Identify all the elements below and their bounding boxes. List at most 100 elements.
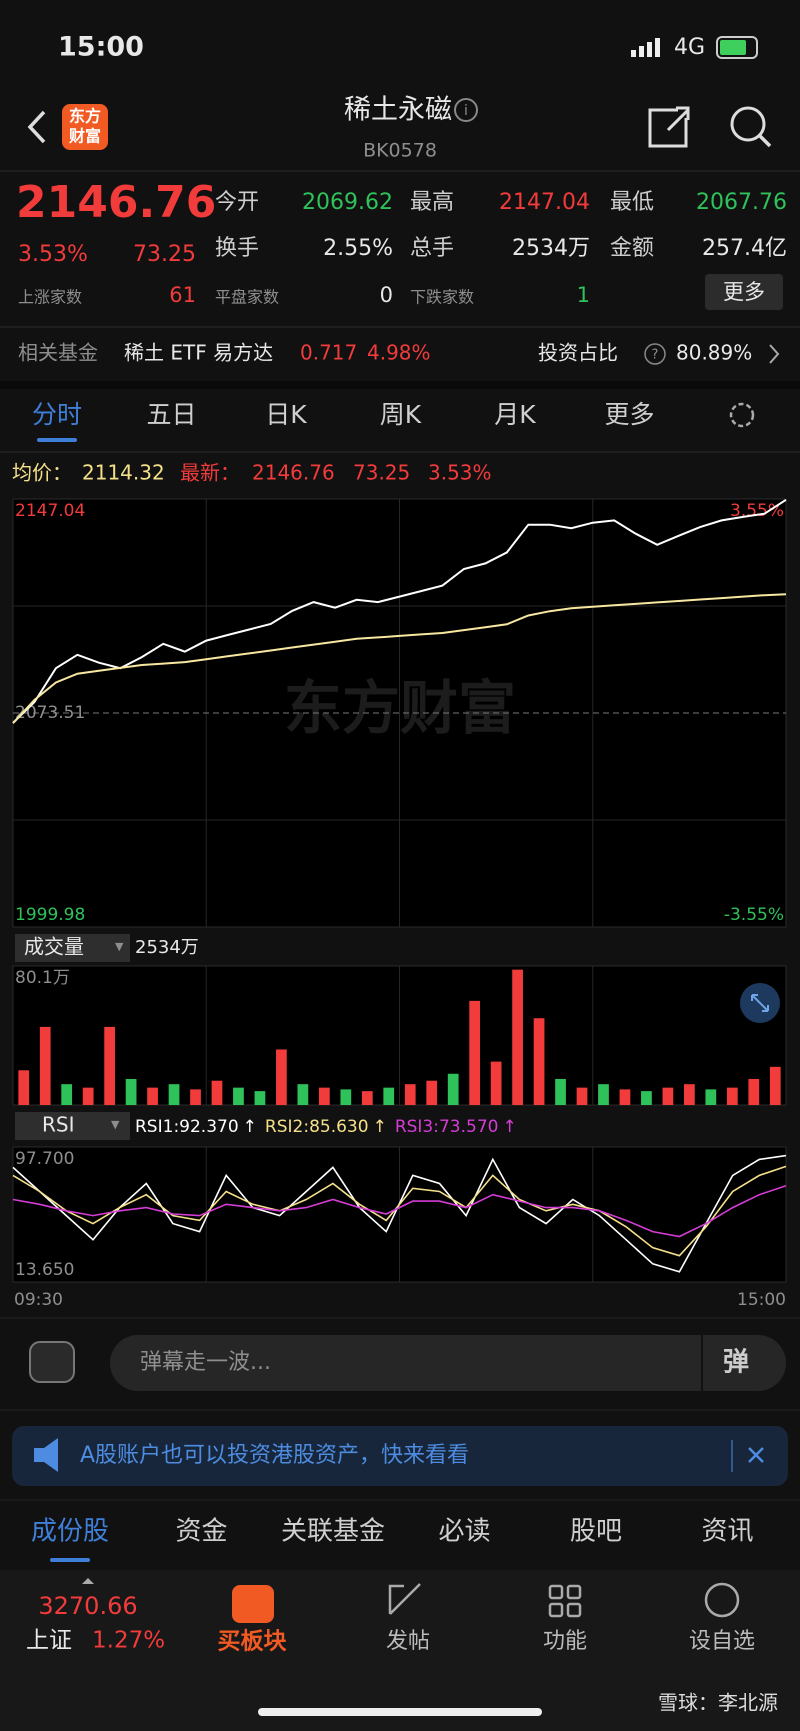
chart-tab[interactable]: 五日 (146, 400, 196, 429)
change: 73.25 (133, 242, 196, 267)
info-icon[interactable] (454, 98, 478, 122)
chart-tab[interactable]: 周K (380, 400, 422, 429)
latest-value: 2146.76 (252, 461, 335, 485)
chart-tab[interactable]: 月K (494, 400, 536, 429)
megaphone-icon (34, 1438, 58, 1472)
gap (0, 381, 800, 389)
volume-bar (641, 1091, 652, 1105)
nav-item[interactable]: 设自选 (689, 1629, 755, 1654)
volume-bar (276, 1049, 287, 1105)
stat-label: 最高 (410, 190, 454, 215)
latest-label: 最新： (180, 461, 240, 485)
ratio-label: 投资占比 (538, 341, 618, 365)
back-button[interactable] (27, 110, 46, 144)
search-button[interactable] (730, 106, 766, 142)
fund-name: 稀土 ETF 易方达 (124, 341, 273, 365)
stats: 今开 2069.62 最高 2147.04 最低 2067.76 换手 2.55% 总手 2534… (18, 190, 787, 307)
app-logo (62, 104, 108, 150)
chart-tab[interactable]: 日K (265, 400, 307, 429)
volume-bar (104, 1026, 115, 1105)
ratio: 80.89% (676, 341, 752, 365)
section-tab[interactable]: 资讯 (701, 1517, 753, 1547)
rsi-legend: RSI1:92.370 ↑ RSI2:85.630 ↑ RSI3:73.570 ↑ (135, 1117, 517, 1137)
expand-icon (751, 994, 769, 1012)
stat-label: 金额 (610, 236, 654, 261)
volume-bar (662, 1087, 674, 1105)
info-glyph: i (464, 103, 468, 119)
volume-bar (447, 1073, 459, 1105)
volume-bar (18, 1070, 30, 1105)
volume-bar (297, 1084, 309, 1105)
settings-button[interactable] (729, 402, 755, 428)
logo-text: 财富 (68, 127, 101, 146)
stat-label: 总手 (410, 236, 454, 261)
nav-item[interactable]: 发帖 (386, 1629, 430, 1654)
breadth-value: 0 (380, 283, 393, 307)
banner-close[interactable] (748, 1447, 764, 1463)
fund-label: 相关基金 (18, 341, 98, 365)
banner[interactable] (12, 1426, 788, 1486)
stat-value: 2069.62 (302, 190, 393, 215)
section-tab[interactable]: 关联基金 (281, 1517, 385, 1547)
index-change: 1.27% (92, 1628, 165, 1654)
rsi-arrow: ↑ (502, 1117, 516, 1137)
breadth-value: 1 (577, 283, 590, 307)
rsi-arrow: ↑ (373, 1117, 387, 1137)
index-value[interactable]: 3270.66 (38, 1592, 137, 1620)
dropdown-arrow: ▼ (115, 940, 124, 953)
fund-price: 0.717 (300, 341, 357, 365)
volume-bar (769, 1066, 781, 1105)
search-handle (758, 134, 772, 148)
y-tick-label: 13.650 (15, 1260, 74, 1280)
volume-bar (190, 1089, 201, 1105)
rsi-value: 92.370 (179, 1117, 238, 1137)
breadth-label: 下跌家数 (410, 288, 474, 307)
volume-bar (340, 1089, 352, 1105)
latest-change-pct: 3.53% (428, 461, 492, 485)
page-title: 稀土永磁 (344, 95, 452, 126)
y-tick-label: 97.700 (15, 1149, 74, 1169)
rsi-name: RSI2 (265, 1117, 303, 1137)
change-pct: 3.53% (18, 242, 88, 267)
price: 2146.76 (16, 177, 216, 228)
chart-tab[interactable]: 分时 (32, 400, 82, 429)
watermark: 雪球：李北源 (658, 1691, 778, 1715)
signal-icon (631, 38, 660, 57)
danmaku-toggle[interactable] (29, 1341, 75, 1383)
chart-tab[interactable]: 更多 (604, 400, 654, 429)
comment-input[interactable] (110, 1335, 786, 1391)
stat-value: 2.55% (323, 236, 393, 261)
share-button[interactable] (648, 106, 690, 148)
section-tab[interactable]: 股吧 (570, 1517, 622, 1547)
section-tab[interactable]: 必读 (438, 1517, 490, 1547)
series-line (12, 1185, 787, 1238)
fund-change: 4.98% (367, 341, 431, 365)
volume-selector[interactable] (15, 934, 130, 962)
dropdown-arrow: ▼ (111, 1118, 120, 1131)
stat-value: 2067.76 (696, 190, 787, 215)
volume-bar (61, 1084, 73, 1105)
volume-total: 2534万 (135, 937, 199, 958)
section-tab[interactable]: 资金 (175, 1517, 227, 1547)
volume-bar (705, 1089, 717, 1105)
help-icon[interactable] (644, 343, 666, 365)
series-line (12, 1165, 787, 1257)
tab-indicator (37, 438, 77, 442)
logo-text: 东方 (69, 107, 101, 126)
danmaku-button[interactable]: 弹 (723, 1348, 749, 1378)
stat-label: 最低 (610, 190, 654, 215)
nav-item[interactable]: 买板块 (218, 1629, 287, 1655)
nav-item[interactable]: 功能 (543, 1629, 587, 1654)
indicator-selector[interactable] (15, 1112, 130, 1140)
volume-bar (233, 1087, 244, 1105)
more-button[interactable] (705, 274, 783, 310)
rsi-name: RSI1 (135, 1117, 173, 1137)
volume-bar (619, 1089, 631, 1105)
network: 4G (674, 35, 705, 60)
battery (716, 36, 758, 59)
rsi-sep: : (173, 1117, 179, 1137)
stat-value: 2147.04 (499, 190, 590, 215)
stat-label: 换手 (215, 236, 259, 261)
section-tab[interactable]: 成份股 (31, 1517, 109, 1547)
x-tick-label: 15:00 (737, 1290, 786, 1310)
